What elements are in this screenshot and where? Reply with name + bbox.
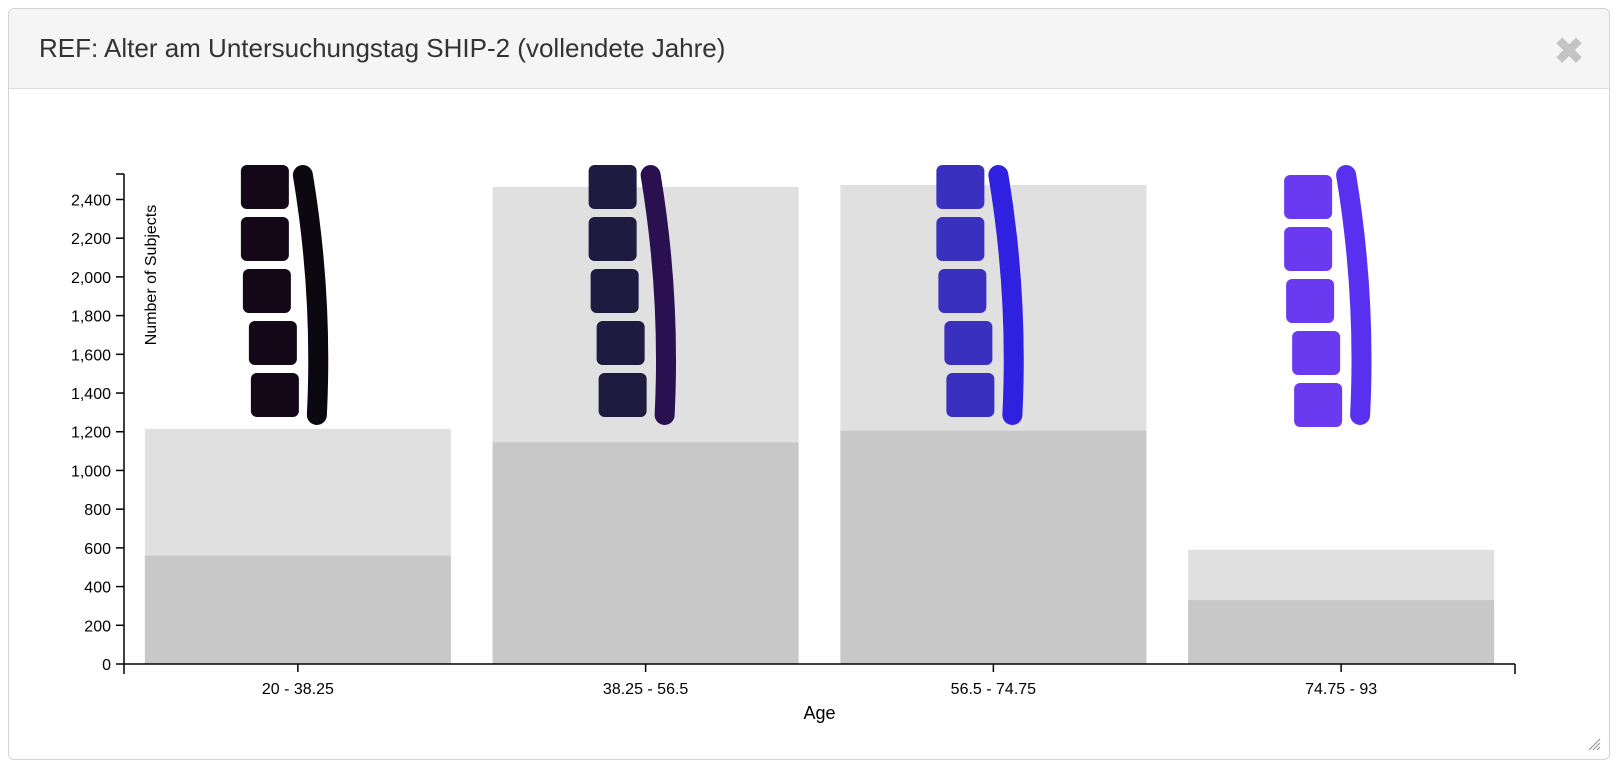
- y-tick-label: 2,200: [71, 231, 111, 248]
- dialog-header: REF: Alter am Untersuchungstag SHIP-2 (v…: [9, 9, 1609, 89]
- vertebra-shape: [250, 373, 299, 417]
- vertebra-shape: [590, 269, 639, 313]
- y-tick-label: 1,000: [71, 463, 111, 480]
- dialog-title: REF: Alter am Untersuchungstag SHIP-2 (v…: [39, 33, 726, 63]
- x-tick-label: 38.25 - 56.5: [603, 681, 689, 698]
- vertebra-shape: [248, 321, 297, 365]
- spinal-column-shape: [640, 165, 676, 425]
- spine-icon-2: [588, 165, 676, 425]
- vertebra-shape: [242, 269, 291, 313]
- axes-group: 0 200 400 600 800 1,000 1,200 1,400 1,600 1,800 2,…: [71, 173, 1516, 723]
- vertebra-shape: [1284, 227, 1333, 271]
- spine-icon-4: [1284, 165, 1372, 427]
- vertebra-shape: [596, 321, 645, 365]
- vertebra-shape: [598, 373, 647, 417]
- spine-icon-3: [936, 165, 1024, 425]
- vertebra-shape: [240, 165, 289, 209]
- vertebra-shape: [1286, 279, 1335, 323]
- y-tick-label: 1,400: [71, 386, 111, 403]
- chart-dialog: REF: Alter am Untersuchungstag SHIP-2 (v…: [8, 8, 1610, 760]
- x-tick-label: 56.5 - 74.75: [951, 681, 1037, 698]
- vertebra-shape: [240, 217, 289, 261]
- x-axis-label: Age: [803, 703, 835, 723]
- resize-handle-icon[interactable]: [1587, 737, 1601, 751]
- y-tick-label: 400: [84, 580, 111, 597]
- y-tick-label: 2,400: [71, 192, 111, 209]
- vertebra-shape: [936, 217, 985, 261]
- histogram-chart: 0 200 400 600 800 1,000 1,200 1,400 1,600 1,800 2,…: [71, 165, 1516, 723]
- y-tick-label: 800: [84, 502, 111, 519]
- bar-subset-3[interactable]: [840, 430, 1147, 664]
- y-axis-label: Number of Subjects: [143, 205, 160, 346]
- spinal-column-shape: [988, 165, 1024, 425]
- bar-subset-2[interactable]: [492, 442, 799, 664]
- vertebra-shape: [944, 321, 993, 365]
- x-tick-label: 20 - 38.25: [262, 681, 334, 698]
- y-tick-label: 600: [84, 541, 111, 558]
- y-tick-label: 1,200: [71, 425, 111, 442]
- bars-group: [144, 184, 1495, 665]
- vertebra-shape: [1292, 331, 1341, 375]
- spine-icon-1: [240, 165, 329, 425]
- vertebra-shape: [588, 217, 637, 261]
- spinal-column-shape: [292, 165, 329, 425]
- y-tick-label: 0: [102, 657, 111, 674]
- y-tick-label: 200: [84, 618, 111, 635]
- bar-subset-1[interactable]: [144, 555, 451, 664]
- vertebra-shape: [1284, 175, 1333, 219]
- bar-subset-4[interactable]: [1188, 600, 1495, 664]
- vertebra-shape: [946, 373, 995, 417]
- close-icon[interactable]: ✖: [1553, 29, 1585, 73]
- vertebra-shape: [938, 269, 987, 313]
- vertebra-shape: [588, 165, 637, 209]
- y-tick-label: 1,800: [71, 309, 111, 326]
- vertebra-shape: [936, 165, 985, 209]
- y-tick-label: 2,000: [71, 270, 111, 287]
- spinal-column-shape: [1336, 165, 1372, 425]
- x-tick-label: 74.75 - 93: [1305, 681, 1377, 698]
- y-tick-label: 1,600: [71, 347, 111, 364]
- vertebra-shape: [1294, 383, 1343, 427]
- spine-icons-group: [240, 165, 1372, 427]
- chart-area: 0 200 400 600 800 1,000 1,200 1,400 1,600 1,800 2,…: [9, 90, 1609, 759]
